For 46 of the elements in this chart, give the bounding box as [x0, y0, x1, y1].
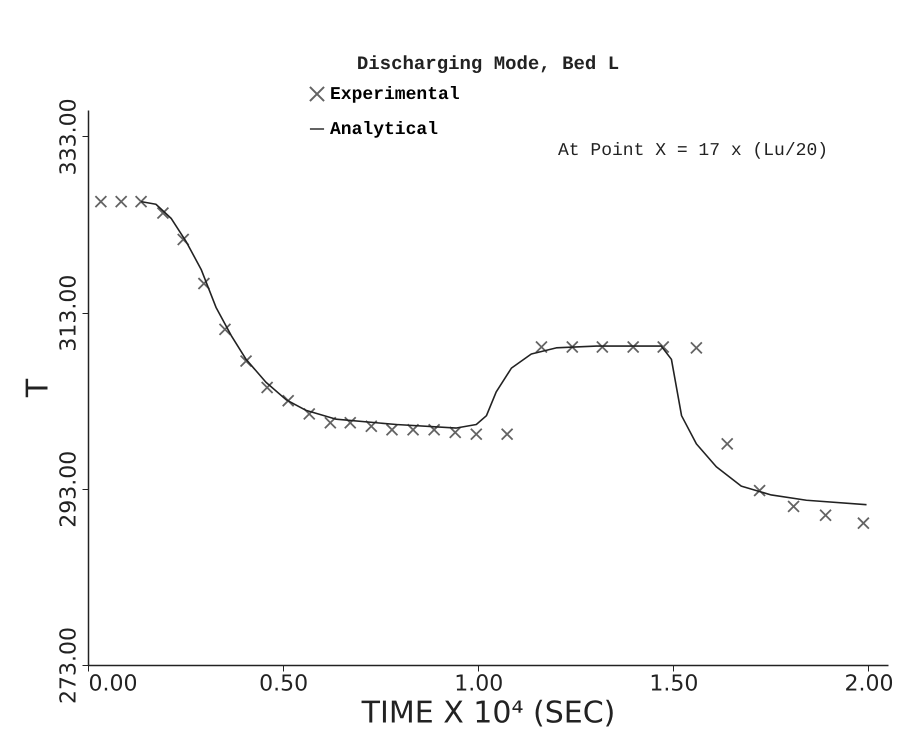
point	[324, 416, 337, 430]
legend-label: Experimental	[330, 85, 460, 105]
x-tick-label: 0.00	[88, 672, 138, 696]
point	[690, 341, 703, 354]
chart-title: Discharging Mode, Bed L	[356, 53, 620, 75]
point	[787, 500, 800, 513]
point	[302, 408, 316, 420]
point	[753, 484, 766, 497]
point	[596, 340, 609, 354]
point	[386, 423, 398, 436]
y-tick-label: 273.00	[56, 627, 82, 704]
point	[857, 516, 870, 530]
point	[566, 340, 579, 354]
x-axis-title: TIME X 10⁴ (SEC)	[360, 696, 616, 730]
point	[656, 340, 670, 354]
x-tick-label: 1.50	[649, 672, 698, 696]
point	[626, 340, 640, 354]
point	[344, 416, 357, 430]
point	[428, 423, 441, 436]
point	[176, 233, 190, 246]
x-tick-label: 2.00	[844, 672, 894, 696]
point	[218, 322, 232, 336]
point	[134, 195, 148, 208]
legend-label: Analytical	[330, 120, 438, 140]
annotation: At Point X = 17 x (Lu/20)	[558, 141, 828, 161]
point	[198, 277, 210, 290]
point	[240, 354, 252, 368]
point	[819, 508, 832, 522]
point	[535, 340, 548, 354]
y-tick-label: 333.00	[56, 98, 82, 176]
x-tick-label: 1.00	[454, 672, 504, 696]
point	[114, 195, 128, 208]
point	[720, 438, 734, 450]
point	[282, 394, 295, 408]
point	[500, 428, 514, 441]
point	[406, 423, 420, 436]
point	[156, 206, 170, 220]
y-tick-label: 313.00	[56, 274, 82, 352]
point	[364, 420, 378, 433]
point	[448, 426, 462, 439]
point	[94, 195, 108, 208]
y-tick-label: 293.00	[56, 450, 82, 528]
x-tick-label: 0.50	[259, 672, 308, 696]
point	[260, 381, 274, 394]
point	[470, 428, 483, 441]
y-axis-title: T	[20, 378, 56, 398]
